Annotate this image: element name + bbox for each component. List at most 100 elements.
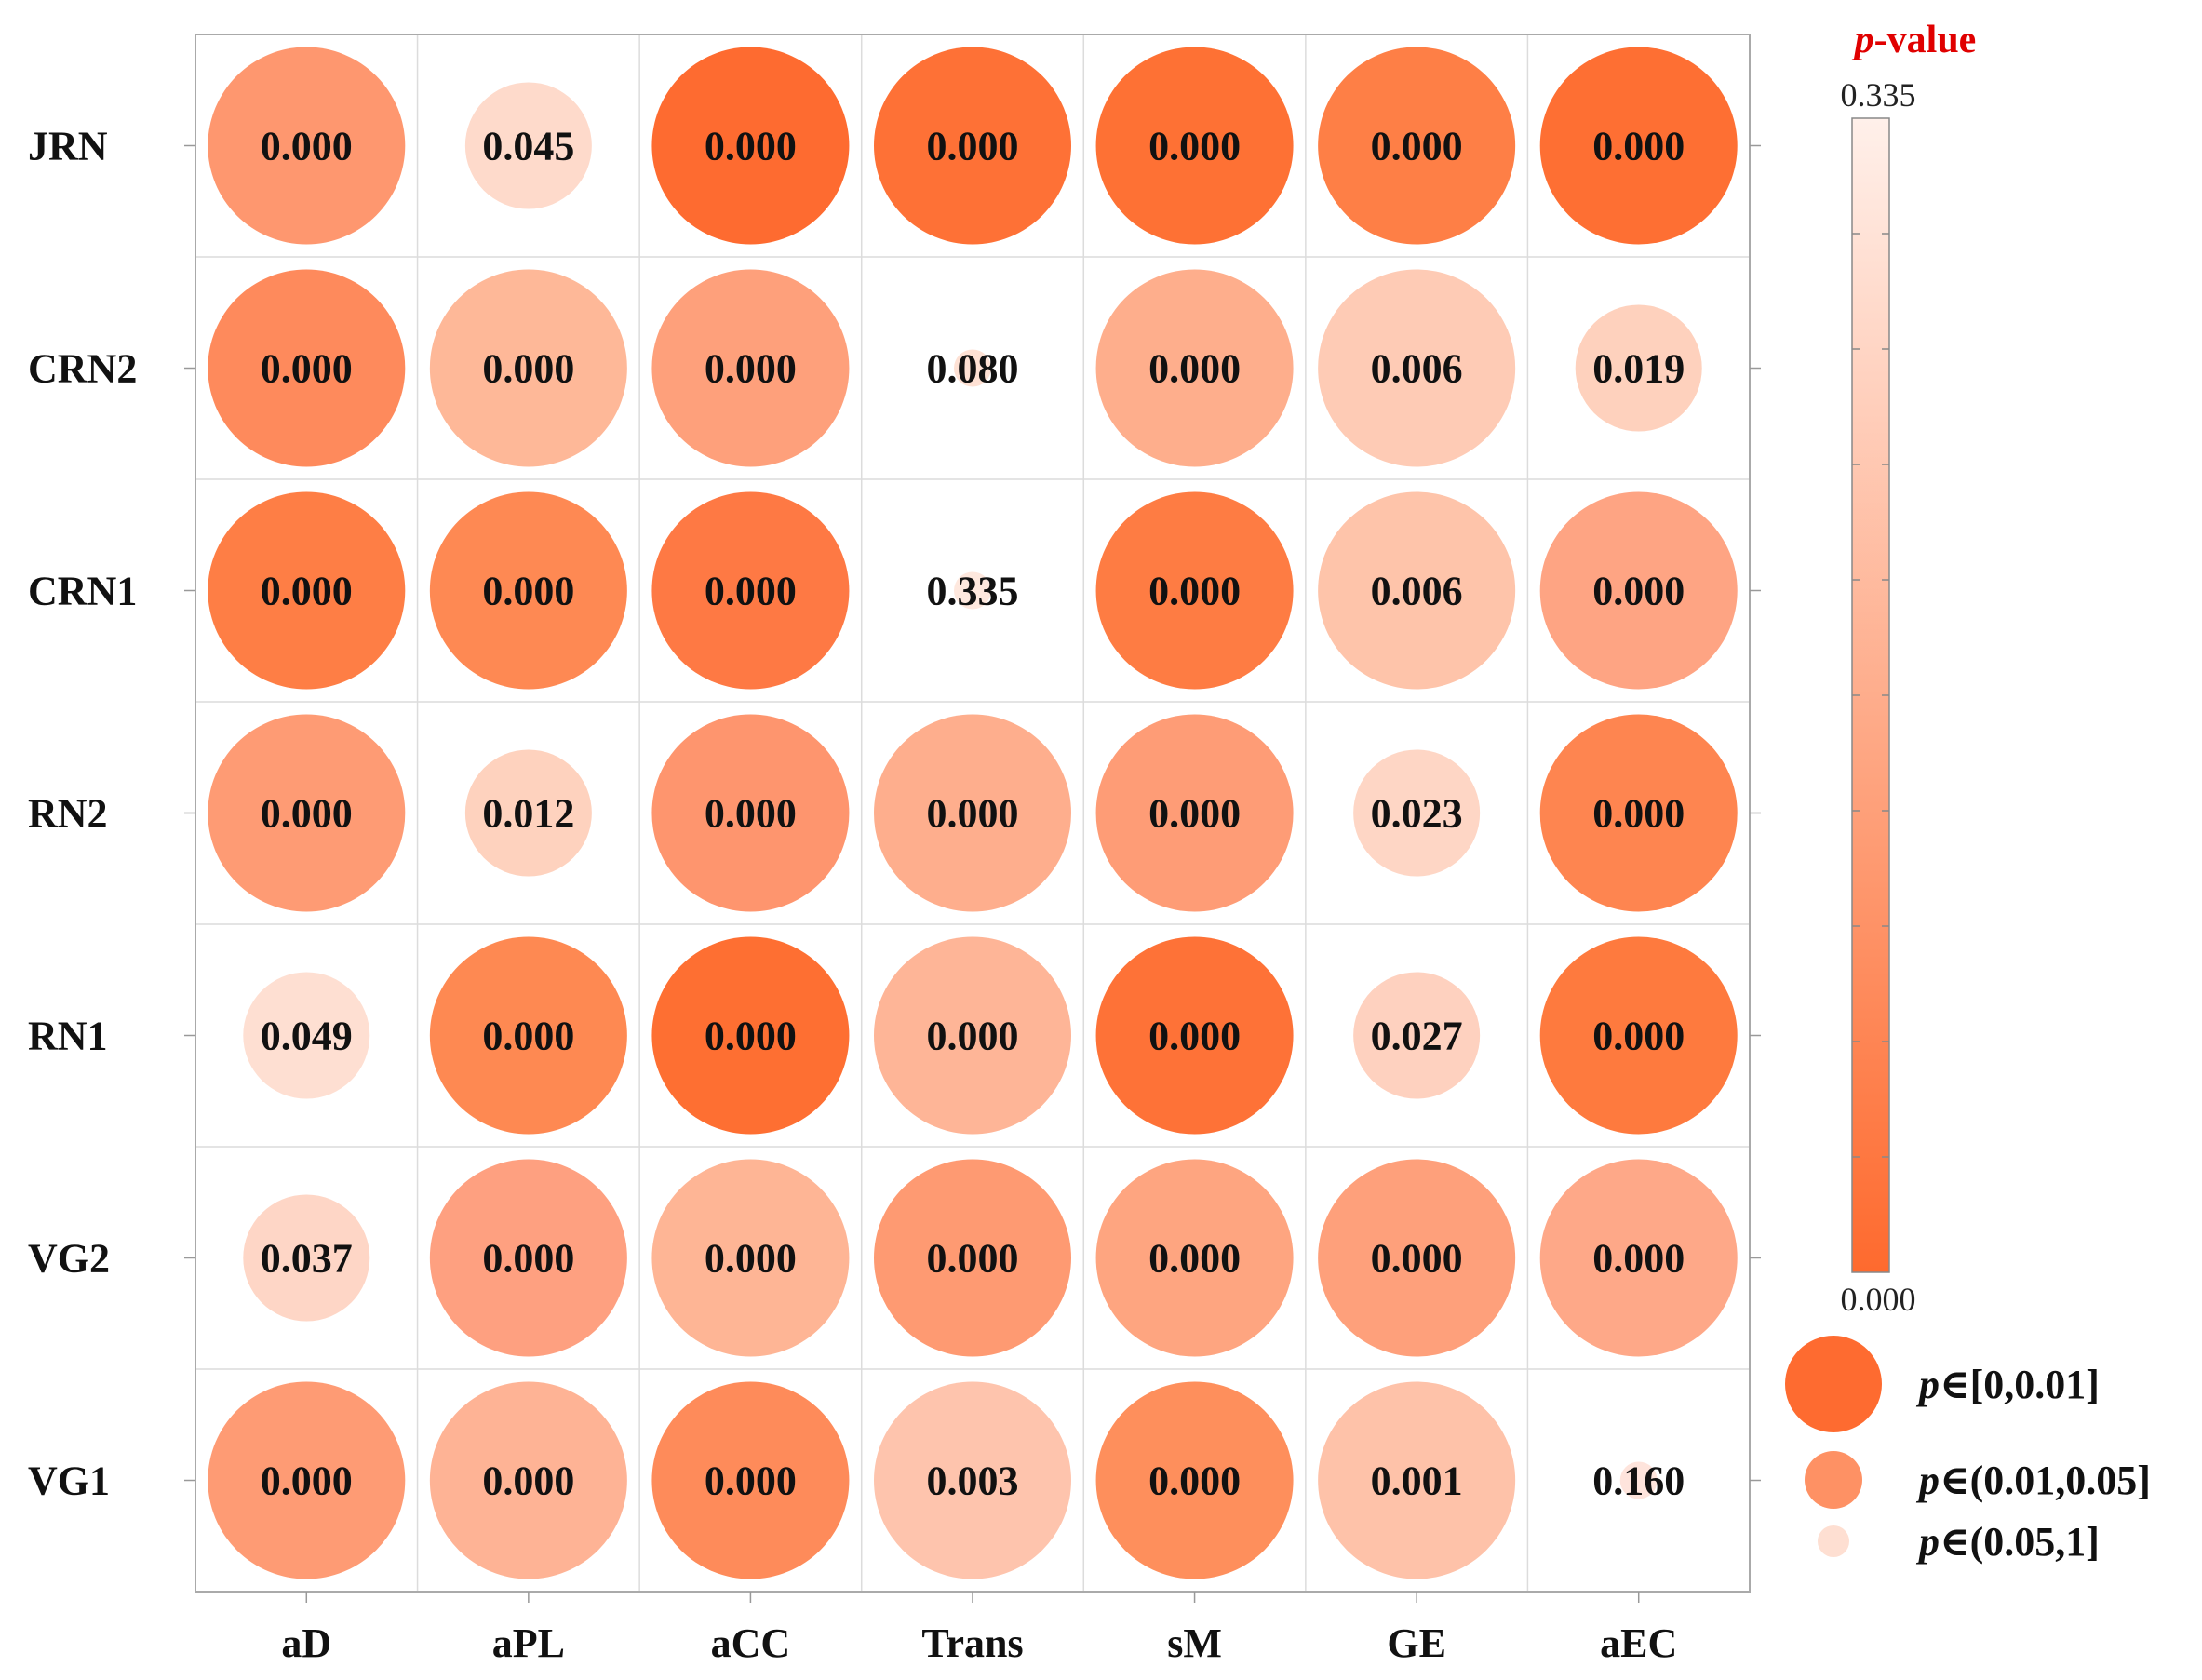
cell-CRN2-aD: 0.000 — [208, 269, 406, 467]
cell-RN1-Trans: 0.000 — [874, 936, 1071, 1135]
grid-lines — [195, 34, 1750, 1592]
cell-circle — [1575, 304, 1702, 432]
cell-RN1-sM: 0.000 — [1095, 936, 1294, 1135]
cell-VG2-aD: 0.037 — [243, 1194, 370, 1322]
colorbar: p-value 0.335 0.000 — [1841, 19, 1977, 1318]
cell-value-label: 0.000 — [705, 124, 797, 169]
y-tick-label: JRN — [28, 124, 108, 169]
cell-value-label: 0.000 — [927, 124, 1019, 169]
cell-value-label: 0.000 — [705, 791, 797, 837]
cell-value-label: 0.000 — [705, 1014, 797, 1059]
cell-JRN-aPL: 0.045 — [464, 82, 592, 209]
cell-circle — [874, 936, 1071, 1135]
size-legend: p∈[0,0.01] p∈(0.01,0.05] p∈(0.05,1] — [1785, 1336, 2151, 1565]
cell-value-label: 0.000 — [482, 569, 574, 614]
cell-CRN1-aD: 0.000 — [208, 491, 406, 690]
cell-circle — [1095, 714, 1294, 912]
cell-value-label: 0.000 — [482, 1236, 574, 1282]
cell-value-label: 0.000 — [705, 1458, 797, 1504]
cell-circle — [651, 1381, 850, 1579]
cell-circle — [1318, 269, 1516, 467]
cell-CRN1-GE: 0.006 — [1318, 491, 1516, 690]
cell-JRN-aEC: 0.000 — [1539, 47, 1738, 245]
cell-value-label: 0.037 — [261, 1236, 353, 1282]
cell-value-label: 0.000 — [1148, 1236, 1241, 1282]
cell-circle — [651, 491, 850, 690]
cell-value-label: 0.000 — [1371, 124, 1463, 169]
cell-VG2-aCC: 0.000 — [651, 1159, 850, 1357]
cell-value-label: 0.045 — [482, 124, 574, 169]
cell-RN1-GE: 0.027 — [1353, 972, 1481, 1099]
cell-value-label: 0.000 — [1148, 346, 1241, 392]
colorbar-ticks — [1852, 233, 1889, 1158]
cell-VG2-GE: 0.000 — [1318, 1159, 1516, 1357]
cell-value-label: 0.000 — [261, 346, 353, 392]
cell-VG1-GE: 0.001 — [1318, 1381, 1516, 1579]
cell-VG1-aD: 0.000 — [208, 1381, 406, 1579]
cell-CRN2-aEC: 0.019 — [1575, 304, 1702, 432]
cell-value-label: 0.000 — [482, 1014, 574, 1059]
cell-value-label: 0.000 — [1592, 791, 1685, 837]
cell-value-label: 0.335 — [927, 569, 1019, 614]
cell-value-label: 0.012 — [482, 791, 574, 837]
cell-circle — [1539, 936, 1738, 1135]
cell-circle — [1318, 491, 1516, 690]
cell-circle — [1318, 1159, 1516, 1357]
y-tick-label: VG1 — [28, 1458, 110, 1504]
cell-circle — [208, 269, 406, 467]
cell-circle — [208, 714, 406, 912]
x-tick-label: Trans — [921, 1620, 1023, 1666]
cell-circle — [1095, 936, 1294, 1135]
cell-value-label: 0.000 — [705, 569, 797, 614]
cell-value-label: 0.000 — [705, 346, 797, 392]
cell-circle — [651, 47, 850, 245]
cell-value-label: 0.000 — [927, 791, 1019, 837]
cell-circle — [464, 82, 592, 209]
cell-value-label: 0.000 — [1592, 1236, 1685, 1282]
cell-CRN1-aEC: 0.000 — [1539, 491, 1738, 690]
cell-value-label: 0.000 — [1148, 791, 1241, 837]
cell-CRN2-GE: 0.006 — [1318, 269, 1516, 467]
cell-value-label: 0.000 — [482, 346, 574, 392]
cell-VG1-sM: 0.000 — [1095, 1381, 1294, 1579]
y-tick-label: RN1 — [28, 1014, 108, 1059]
cell-RN2-sM: 0.000 — [1095, 714, 1294, 912]
size-legend-label: p∈(0.05,1] — [1915, 1519, 2100, 1565]
cell-value-label: 0.000 — [1148, 1458, 1241, 1504]
cell-value-label: 0.049 — [261, 1014, 353, 1059]
size-legend-label: p∈[0,0.01] — [1915, 1362, 2100, 1407]
x-tick-label: aD — [281, 1620, 331, 1666]
cell-circle — [429, 1159, 627, 1357]
cell-circle — [954, 571, 991, 610]
cell-circle — [1539, 47, 1738, 245]
cell-circle — [651, 936, 850, 1135]
cell-RN2-aD: 0.000 — [208, 714, 406, 912]
cell-circle — [651, 714, 850, 912]
cell-CRN1-aPL: 0.000 — [429, 491, 627, 690]
cell-value-label: 0.000 — [1592, 1014, 1685, 1059]
cell-circle — [208, 1381, 406, 1579]
cell-value-label: 0.019 — [1592, 346, 1685, 392]
size-legend-circle — [1785, 1336, 1882, 1432]
cell-circle — [1095, 269, 1294, 467]
size-legend-item: p∈(0.01,0.05] — [1805, 1451, 2151, 1509]
cell-value-label: 0.000 — [927, 1014, 1019, 1059]
cell-value-label: 0.000 — [705, 1236, 797, 1282]
cell-value-label: 0.001 — [1371, 1458, 1463, 1504]
cell-RN1-aD: 0.049 — [243, 972, 370, 1099]
cell-value-label: 0.000 — [261, 1458, 353, 1504]
size-legend-item: p∈(0.05,1] — [1818, 1519, 2100, 1565]
cell-circle — [651, 269, 850, 467]
cell-circle — [1095, 1381, 1294, 1579]
cell-value-label: 0.027 — [1371, 1014, 1463, 1059]
cell-circle — [243, 1194, 370, 1322]
cell-value-label: 0.000 — [261, 569, 353, 614]
cell-value-label: 0.000 — [1592, 124, 1685, 169]
axes: aD aPL aCC Trans sM GE aEC JRN CRN2 CRN1 RN2 RN1 VG2… — [28, 34, 1761, 1666]
y-tick-label: VG2 — [28, 1236, 110, 1282]
cell-VG2-Trans: 0.000 — [874, 1159, 1071, 1357]
cell-value-label: 0.000 — [927, 1236, 1019, 1282]
cell-VG1-Trans: 0.003 — [874, 1381, 1071, 1579]
cell-value-label: 0.000 — [1148, 1014, 1241, 1059]
